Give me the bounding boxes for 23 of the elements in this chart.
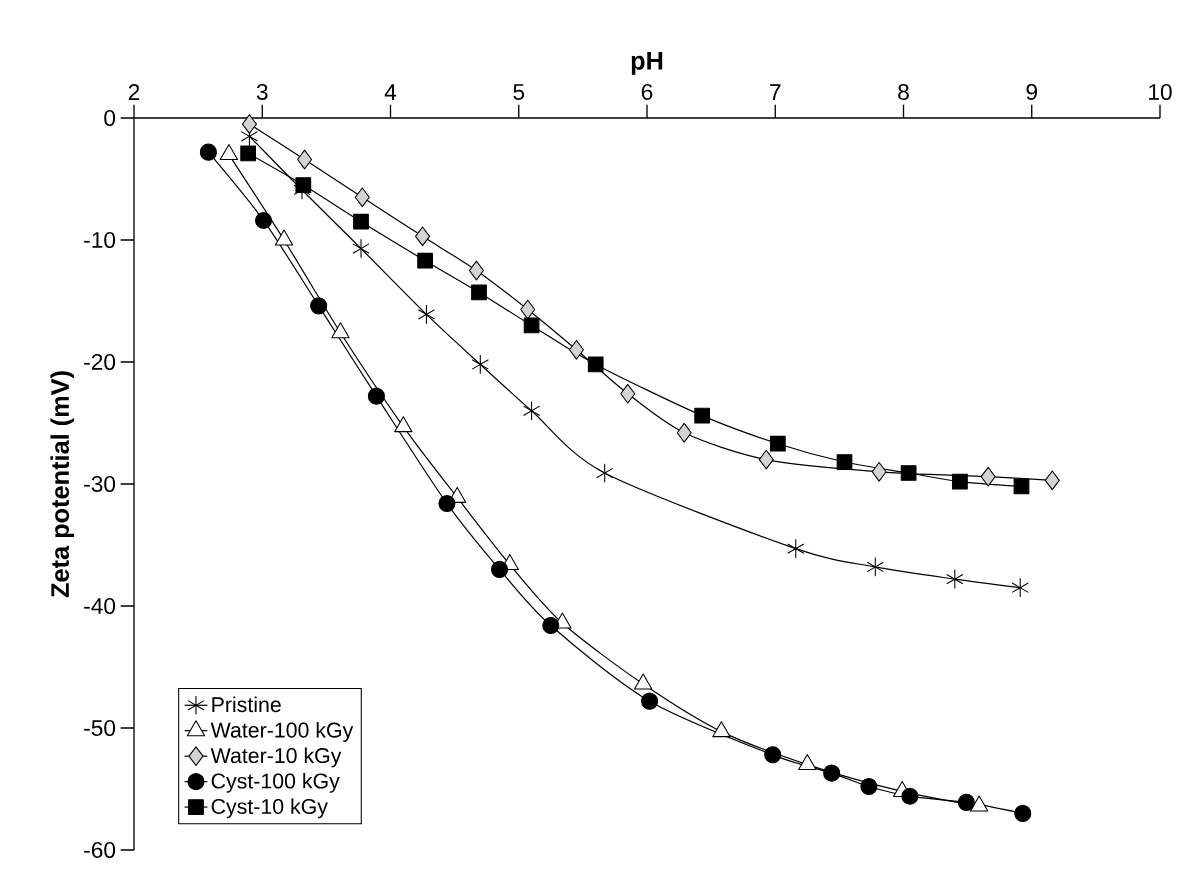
y-tick-label: -30 — [84, 475, 116, 493]
y-tick-label: -20 — [84, 353, 116, 371]
y-tick-label: -60 — [84, 841, 116, 859]
x-tick-label: 10 — [1149, 83, 1172, 100]
x-tick-label: 7 — [770, 84, 781, 100]
legend-label: Water-100 kGy — [210, 722, 354, 742]
x-tick-label: 5 — [513, 84, 525, 100]
y-axis-title: Zeta potential (mV) — [50, 371, 75, 598]
x-tick-label: 9 — [1026, 83, 1037, 100]
legend-label: Cyst-100 kGy — [211, 772, 340, 793]
y-tick-label: -10 — [84, 231, 116, 249]
legend-label: Pristine — [212, 696, 281, 713]
x-tick-label: 6 — [641, 83, 653, 100]
x-tick-label: 2 — [128, 84, 140, 100]
y-tick-label: -40 — [84, 597, 116, 615]
legend-label: Water-10 kGy — [210, 747, 342, 768]
x-tick-label: 4 — [384, 84, 397, 100]
x-tick-label: 3 — [256, 83, 268, 100]
y-tick-label: 0 — [104, 109, 116, 127]
y-tick-label: -50 — [84, 719, 116, 737]
x-axis-title: pH — [631, 52, 663, 75]
x-tick-label: 8 — [898, 83, 909, 100]
legend-label: Cyst-10 kGy — [211, 798, 328, 819]
